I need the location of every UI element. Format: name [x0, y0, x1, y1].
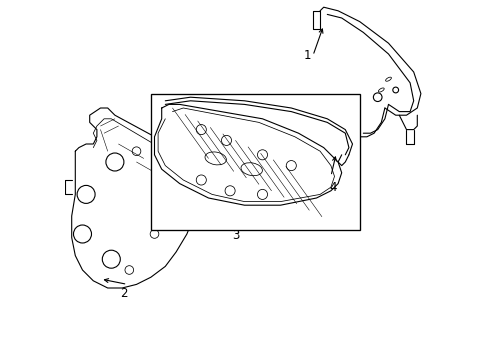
Text: 3: 3 [231, 229, 239, 242]
Text: 4: 4 [328, 181, 336, 194]
Text: 1: 1 [303, 49, 310, 62]
Text: 2: 2 [120, 287, 127, 300]
Bar [151, 94, 359, 230]
